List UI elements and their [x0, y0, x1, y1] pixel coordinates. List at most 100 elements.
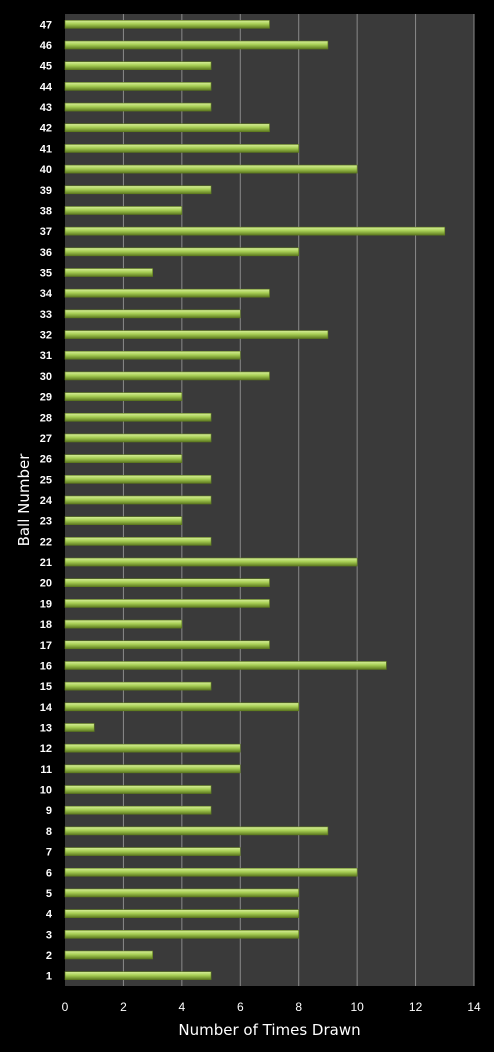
bar-ball-9: [64, 805, 212, 815]
bar-ball-19: [64, 599, 270, 608]
y-tick-label: 34: [40, 288, 53, 300]
y-tick-label: 19: [40, 598, 52, 610]
bar-ball-35: [64, 268, 153, 277]
y-tick-label: 7: [46, 847, 52, 859]
y-tick-label: 9: [46, 805, 52, 817]
bar-ball-11: [64, 764, 241, 774]
y-tick-label: 33: [40, 309, 52, 321]
y-tick-label: 47: [40, 19, 52, 31]
bar-ball-7: [64, 847, 241, 856]
bar-ball-16: [64, 661, 387, 670]
y-tick-label: 45: [40, 61, 52, 73]
y-tick-label: 30: [40, 371, 52, 383]
bar-ball-47: [64, 20, 270, 29]
y-tick-label: 23: [40, 516, 52, 528]
bar-ball-18: [64, 619, 183, 629]
bar-ball-30: [64, 371, 270, 381]
bar-ball-8: [64, 826, 329, 836]
bar-ball-2: [64, 950, 153, 960]
y-tick-label: 32: [40, 330, 52, 342]
y-tick-label: 44: [40, 81, 53, 93]
bar-ball-21: [64, 557, 358, 567]
bar-ball-27: [64, 433, 212, 443]
y-tick-label: 4: [46, 909, 53, 921]
bar-ball-10: [64, 785, 212, 794]
x-tick-label: 8: [295, 1000, 302, 1014]
bar-ball-3: [64, 929, 300, 939]
x-tick-label: 6: [237, 1000, 244, 1014]
bar-ball-13: [64, 723, 95, 732]
y-tick-labels: 1234567891011121314151617181920212223242…: [40, 19, 53, 982]
bar-ball-42: [64, 123, 270, 133]
bar-ball-12: [64, 743, 241, 753]
bar-ball-37: [64, 226, 446, 236]
y-tick-label: 21: [40, 557, 52, 569]
bar-ball-40: [64, 164, 358, 174]
y-tick-label: 3: [46, 929, 52, 941]
y-tick-label: 27: [40, 433, 52, 445]
bar-ball-36: [64, 247, 300, 257]
x-tick-label: 0: [62, 1000, 69, 1014]
y-tick-label: 36: [40, 247, 52, 259]
y-tick-label: 16: [40, 660, 52, 672]
bar-ball-39: [64, 185, 212, 195]
x-tick-label: 14: [467, 1000, 481, 1014]
x-tick-label: 10: [350, 1000, 364, 1014]
bar-ball-46: [64, 40, 329, 50]
bar-ball-17: [64, 640, 270, 650]
bar-ball-28: [64, 412, 212, 422]
x-tick-label: 12: [409, 1000, 423, 1014]
x-tick-label: 2: [120, 1000, 127, 1014]
y-tick-label: 31: [40, 350, 52, 362]
bar-ball-38: [64, 206, 183, 215]
bar-ball-31: [64, 350, 241, 360]
bar-ball-33: [64, 309, 241, 319]
y-tick-label: 28: [40, 412, 52, 424]
bar-ball-14: [64, 702, 300, 712]
bar-ball-34: [64, 288, 270, 298]
y-tick-label: 37: [40, 226, 52, 238]
y-tick-label: 24: [40, 495, 53, 507]
bar-ball-24: [64, 495, 212, 505]
bar-ball-22: [64, 537, 212, 546]
bar-ball-41: [64, 144, 300, 153]
y-tick-label: 26: [40, 454, 52, 466]
y-tick-label: 17: [40, 640, 52, 652]
bar-ball-32: [64, 330, 329, 339]
y-tick-label: 12: [40, 743, 52, 755]
bar-ball-20: [64, 578, 270, 588]
bar-ball-4: [64, 909, 300, 918]
y-tick-label: 35: [40, 268, 52, 280]
y-tick-label: 41: [40, 143, 52, 155]
y-tick-label: 42: [40, 123, 52, 135]
bar-ball-1: [64, 971, 212, 980]
y-tick-label: 29: [40, 392, 52, 404]
x-axis-title: Number of Times Drawn: [178, 1021, 360, 1039]
y-tick-label: 8: [46, 826, 52, 838]
x-tick-labels: 0 2 4 6 8 10 12 14: [62, 1000, 481, 1014]
y-tick-label: 20: [40, 578, 52, 590]
y-tick-label: 15: [40, 681, 52, 693]
bar-ball-44: [64, 82, 212, 91]
y-tick-label: 25: [40, 474, 52, 486]
y-tick-label: 43: [40, 102, 52, 114]
y-tick-label: 40: [40, 164, 52, 176]
y-tick-label: 2: [46, 950, 52, 962]
bar-ball-5: [64, 888, 300, 898]
y-tick-label: 39: [40, 185, 52, 197]
y-tick-label: 14: [40, 702, 53, 714]
x-tick-label: 4: [179, 1000, 186, 1014]
y-tick-label: 13: [40, 722, 52, 734]
bar-ball-29: [64, 392, 183, 401]
bar-ball-15: [64, 681, 212, 691]
y-tick-label: 46: [40, 40, 52, 52]
y-tick-label: 1: [46, 971, 52, 983]
bars: [64, 20, 446, 980]
bar-ball-43: [64, 102, 212, 112]
y-tick-label: 5: [46, 888, 52, 900]
y-tick-label: 6: [46, 867, 52, 879]
bar-ball-26: [64, 454, 183, 463]
bar-ball-6: [64, 867, 358, 877]
